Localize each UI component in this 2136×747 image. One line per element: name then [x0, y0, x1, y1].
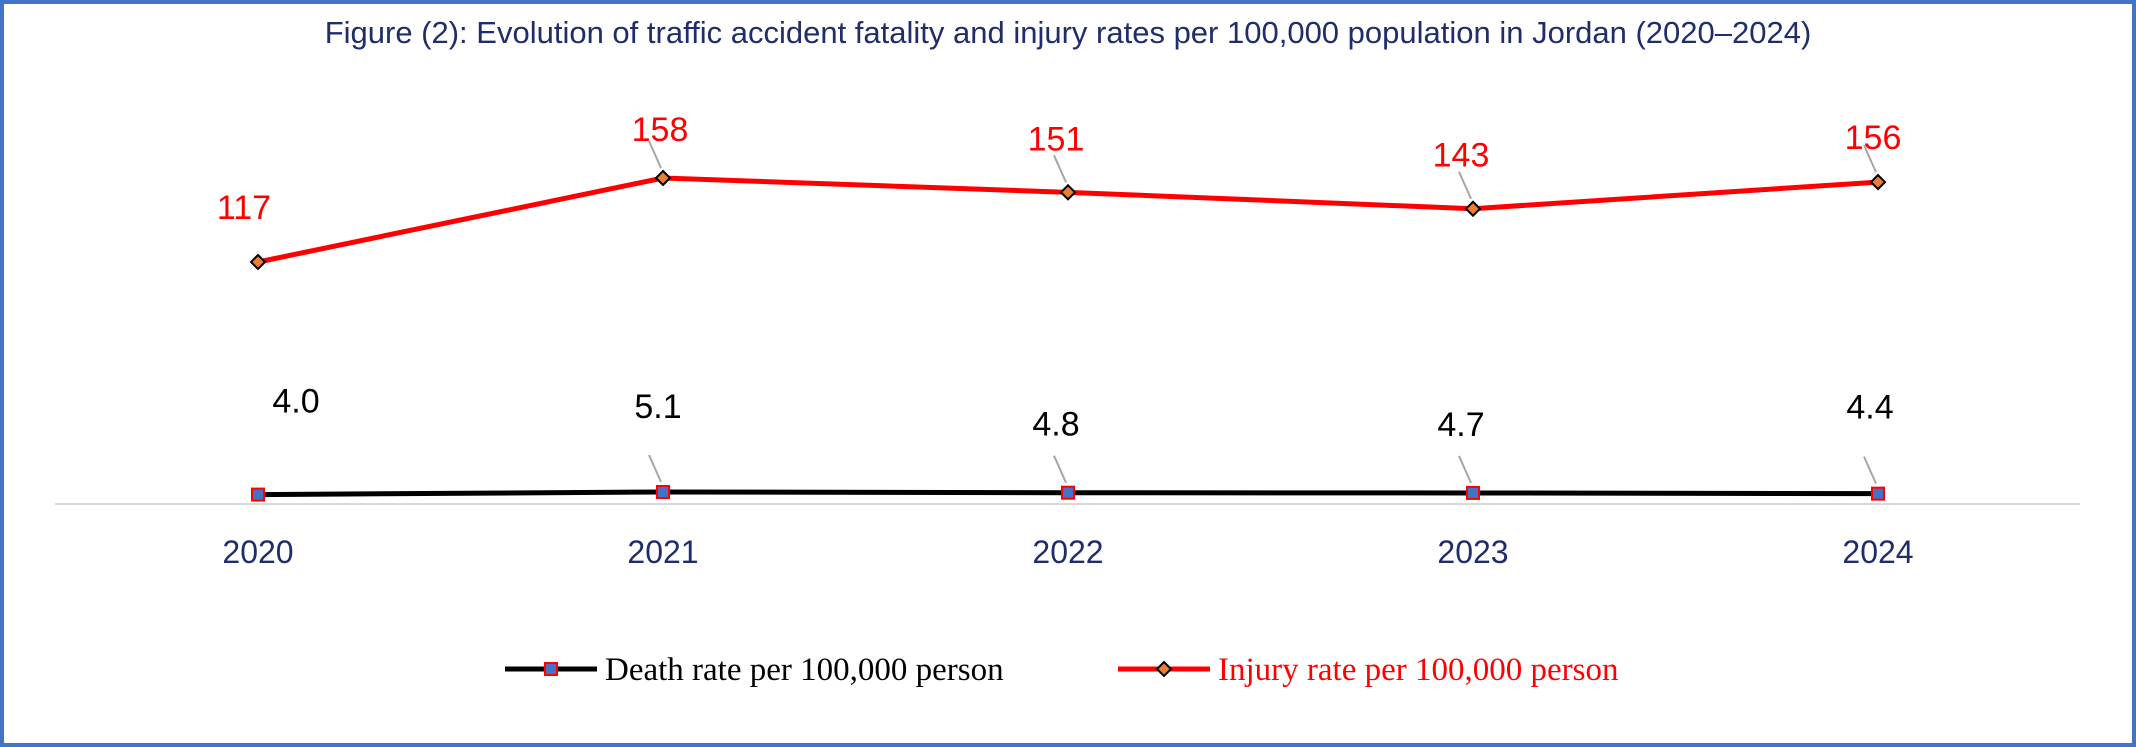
- data-point-marker: [1059, 183, 1077, 201]
- leader-line: [1863, 144, 1877, 173]
- leader-line: [1863, 456, 1877, 485]
- x-tick-label-2023: 2023: [1437, 534, 1508, 570]
- data-label: 143: [1433, 137, 1490, 175]
- leader-line: [648, 140, 662, 169]
- data-point-marker: [251, 487, 265, 502]
- data-label: 4.7: [1437, 406, 1484, 444]
- data-label: 4.0: [272, 383, 319, 421]
- data-point-marker: [249, 253, 267, 271]
- leader-line: [648, 454, 662, 483]
- x-axis-tick-labels: 2020 2021 2022 2023 2024: [222, 534, 1913, 570]
- series-layer: 4.0 5.1 4.8 4.7 4.4 117 158 151 143 156: [217, 111, 1902, 502]
- leader-line: [1458, 455, 1472, 484]
- legend-marker: [1155, 660, 1173, 678]
- data-point-marker: [1871, 486, 1885, 501]
- data-label: 4.4: [1846, 389, 1893, 427]
- x-tick-label-2024: 2024: [1842, 534, 1913, 570]
- data-point-marker: [1869, 173, 1887, 191]
- data-label: 4.8: [1032, 406, 1079, 444]
- leader-line: [1053, 455, 1067, 484]
- leader-line: [1053, 154, 1067, 183]
- leader-line: [1458, 171, 1472, 200]
- data-label: 158: [632, 111, 689, 149]
- data-label: 151: [1028, 120, 1085, 158]
- data-point-marker: [1061, 485, 1075, 500]
- legend-marker: [544, 662, 558, 676]
- data-point-marker: [656, 485, 670, 499]
- data-label: 5.1: [634, 388, 681, 426]
- data-label: 156: [1845, 119, 1902, 157]
- data-point-marker: [1466, 485, 1480, 500]
- series-death-rate: 4.0 5.1 4.8 4.7 4.4: [251, 383, 1894, 502]
- legend: Death rate per 100,000 person Injury rate…: [505, 652, 1618, 688]
- legend-item-death-rate: Death rate per 100,000 person: [505, 652, 1004, 688]
- data-label: 117: [217, 189, 271, 227]
- legend-item-injury-rate: Injury rate per 100,000 person: [1118, 652, 1618, 688]
- series-injury-rate: 117 158 151 143 156: [217, 111, 1902, 271]
- data-point-marker: [654, 169, 672, 187]
- chart-title: Figure (2): Evolution of traffic acciden…: [325, 15, 1812, 50]
- x-tick-label-2021: 2021: [627, 534, 698, 570]
- legend-label: Death rate per 100,000 person: [605, 652, 1004, 688]
- x-tick-label-2020: 2020: [222, 534, 293, 570]
- data-point-marker: [1464, 200, 1482, 218]
- legend-label: Injury rate per 100,000 person: [1218, 652, 1618, 688]
- x-tick-label-2022: 2022: [1032, 534, 1103, 570]
